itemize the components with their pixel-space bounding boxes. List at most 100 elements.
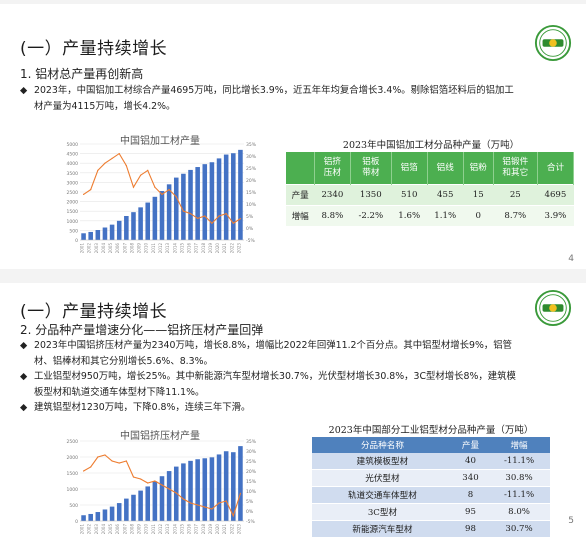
bar <box>216 158 222 240</box>
chart-aluminum-output: 中国铝加工材产量 0 500 1000 1500 2000 2500 3000 3500 400… <box>54 124 266 262</box>
bar <box>152 481 158 521</box>
table-cell: 8.7% <box>493 205 538 226</box>
table-cell: 3.9% <box>537 205 574 226</box>
y-tick-label: 500 <box>69 228 78 234</box>
table-title: 2023年中国铝加工材分品种产量（万吨） <box>342 140 520 151</box>
table-cell: 8.0% <box>488 503 550 521</box>
table-title: 2023年中国部分工业铝型材分品种产量（万吨） <box>328 425 534 436</box>
bullet-line: ◆ 建筑铝型材1230万吨，下降0.8%，连续三年下滑。 <box>20 400 565 416</box>
bar <box>216 454 222 521</box>
line-point <box>182 210 184 212</box>
bar <box>173 177 179 240</box>
y2-tick-label: 5% <box>246 214 254 220</box>
table-cell: 轨道交通车体型材 <box>312 486 453 504</box>
bar <box>81 515 86 521</box>
column-header: 铝挤 压材 <box>314 152 351 185</box>
line-point <box>239 492 242 494</box>
column-header: 分品种名称 <box>312 437 453 453</box>
y-tick-label: 3500 <box>67 171 79 177</box>
y-tick-label: 4500 <box>67 152 79 158</box>
x-tick-label: 2015 <box>179 524 184 535</box>
x-tick-label: 2017 <box>194 524 199 535</box>
x-tick-label: 2008 <box>129 524 134 535</box>
page-number: 4 <box>568 254 574 264</box>
x-tick-label: 2012 <box>158 524 163 535</box>
bar <box>138 207 143 240</box>
x-tick-label: 2002 <box>87 243 92 254</box>
line-point <box>118 153 120 155</box>
line-point <box>97 169 99 171</box>
y2-tick-label: 20% <box>246 469 257 475</box>
line-point <box>140 478 142 480</box>
y2-tick-label: 20% <box>246 178 257 184</box>
x-tick-label: 2019 <box>208 243 213 254</box>
line-point <box>225 500 227 502</box>
page-number: 5 <box>568 516 574 526</box>
table-row: 光伏型材 340 30.8% <box>312 469 550 487</box>
bar <box>181 463 186 521</box>
x-tick-label: 2023 <box>236 243 241 254</box>
x-tick-label: 2018 <box>201 243 206 254</box>
column-header: 增幅 <box>488 437 550 453</box>
column-header: 铝箔 <box>391 152 428 185</box>
bar <box>145 486 151 521</box>
x-tick-label: 2009 <box>137 243 142 254</box>
line-point <box>204 215 206 217</box>
y-tick-label: 2000 <box>67 455 79 461</box>
table-cell: 建筑模板型材 <box>312 453 453 470</box>
line-point <box>225 213 227 215</box>
column-header: 铝板 带材 <box>350 152 392 185</box>
y2-tick-label: 30% <box>246 154 257 160</box>
bar <box>195 167 200 240</box>
line-point <box>189 213 192 215</box>
bar <box>223 451 229 521</box>
y2-tick-label: 0% <box>246 509 254 515</box>
bar <box>95 230 101 240</box>
bar <box>116 220 122 240</box>
x-tick-label: 2011 <box>151 243 156 254</box>
x-tick-label: 2010 <box>144 524 149 535</box>
table-row: 轨道交通车体型材 8 -11.1% <box>312 486 550 504</box>
y-tick-label: 500 <box>69 503 78 509</box>
table-cell: 40 <box>452 453 489 470</box>
line-point <box>197 217 199 219</box>
line-point <box>154 480 156 482</box>
x-tick-label: 2014 <box>172 524 177 535</box>
line-point <box>218 502 220 504</box>
bar <box>138 490 143 521</box>
line-point <box>168 488 170 490</box>
table-cell: 3C型材 <box>312 503 453 521</box>
table-cell: 510 <box>391 184 428 206</box>
bar <box>238 149 243 240</box>
x-tick-label: 2005 <box>108 524 113 535</box>
x-tick-label: 2011 <box>151 524 156 535</box>
line-point <box>147 169 149 171</box>
bar <box>202 164 208 240</box>
x-tick-label: 2020 <box>215 243 220 254</box>
bar <box>124 498 129 521</box>
bar <box>231 452 236 521</box>
table-row: 建筑模板型材 40 -11.1% <box>312 453 550 470</box>
y2-tick-label: -5% <box>246 519 255 525</box>
x-tick-label: 2010 <box>144 243 149 254</box>
y-tick-label: 1500 <box>67 471 79 477</box>
header-corner <box>286 152 315 185</box>
bar <box>95 512 101 521</box>
table-cell: 455 <box>427 184 464 206</box>
slide-1: (一）产量持续增长 1. 铝材总产量再创新高 ◆ 2023年，中国铝加工材综合产量… <box>0 4 586 269</box>
column-header: 铝线 <box>427 152 464 185</box>
line-point <box>211 222 213 224</box>
x-tick-label: 2021 <box>222 243 227 254</box>
column-header: 铝粉 <box>463 152 494 185</box>
table-cell: 25 <box>493 184 538 206</box>
line-point <box>161 484 163 486</box>
bullet-text: 材、铝棒材和其它分别增长5.6%、8.3%。 <box>34 355 213 367</box>
bullet-line: ◆ 工业铝型材950万吨，增长25%。其中新能源汽车型材增长30.7%，光伏型材增… <box>20 369 565 385</box>
table-cell: 30.7% <box>488 520 550 538</box>
table-cell: 98 <box>452 520 489 538</box>
line-point <box>97 456 99 458</box>
slide-title: (一）产量持续增长 <box>20 302 168 322</box>
table-row: 增幅 8.8% -2.2% 1.6% 1.1% 0 8.7% 3.9% <box>286 205 574 226</box>
x-tick-label: 2003 <box>94 243 99 254</box>
table-cell: 1.6% <box>391 205 428 226</box>
